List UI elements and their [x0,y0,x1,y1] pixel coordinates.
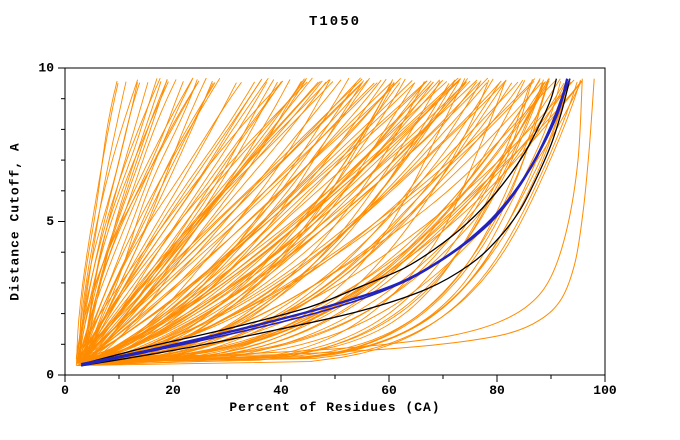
ensemble-curve [82,80,413,360]
ensemble-curve [76,81,578,367]
ensemble-curve [78,80,432,364]
y-tick-label: 0 [46,367,54,382]
ensemble-curve [84,81,162,361]
orange-outlier-right-curve [194,78,595,361]
ensemble-curve [80,83,450,361]
ensemble-curve [77,80,482,361]
ensemble-curve [84,77,313,364]
ensemble-curve [82,82,416,366]
ensemble-curve [80,82,481,363]
ensemble-curve [79,80,118,360]
ensemble-curve [76,82,119,359]
ensemble-curve [83,82,395,363]
blue-model-b-curve [81,78,571,367]
ensemble-curve [77,81,283,359]
x-tick-label: 80 [489,383,505,398]
ensemble-curve [77,79,444,364]
ensemble-curve [81,80,368,364]
ensemble-curve [79,81,425,362]
ensemble-curve [78,81,506,364]
ensemble-curve [76,78,363,362]
ensemble-curve [80,80,321,362]
ensemble-curve [81,79,557,363]
ensemble-curve [85,79,177,362]
ensemble-curve [80,79,198,365]
ensemble-curve [83,81,393,361]
ensemble-curve [82,79,382,363]
ensemble-curve [78,82,488,366]
x-tick-label: 40 [273,383,289,398]
ensemble-curve [83,82,216,362]
chart-title: T1050 [308,14,361,30]
ensemble-curve [78,82,543,363]
ensemble-curve [85,78,158,360]
ensemble-curve [79,81,169,362]
ensemble-curve [76,77,361,363]
ensemble-curve [75,77,194,360]
ensemble-curve [84,78,263,366]
ensemble-curve [81,77,459,360]
black-model-2-curve [81,78,571,367]
ensemble-curve [85,80,302,365]
x-tick-label: 100 [593,383,617,398]
ensemble-curve [81,80,284,360]
ensemble-curve [80,82,565,366]
ensemble-curve [84,78,494,362]
ensemble-curve [79,78,305,362]
black-model-1-curve [81,78,558,365]
ensemble-curve [84,79,456,364]
ensemble-curve [81,79,575,359]
ensemble-curve [82,78,469,361]
ensemble-curve [80,78,550,364]
x-tick-label: 20 [165,383,181,398]
ensemble-curve [79,81,282,361]
ensemble-curve [80,81,434,364]
ensemble-curve [79,79,441,361]
ensemble-curve [79,82,141,361]
ensemble-curve [84,81,434,362]
ensemble-curve [84,81,572,365]
ensemble-curve [81,78,550,364]
ensemble-curve [78,81,327,359]
ensemble-curve [77,79,139,361]
ensemble-curve [79,80,456,366]
ensemble-curve [75,78,161,366]
ensemble-curve [86,79,168,360]
ensemble-curve [83,82,544,360]
ensemble-curve [86,81,448,361]
ensemble-curve [79,80,399,364]
ensemble-curve [76,81,255,363]
ensemble-curve [83,81,562,363]
ensemble-curve [77,78,193,364]
x-tick-label: 60 [381,383,397,398]
ensemble-curve [82,79,544,363]
ensemble-curve [76,79,533,359]
y-tick-label: 10 [38,60,54,75]
ensemble-curve [84,82,545,365]
y-tick-label: 5 [46,214,54,229]
ensemble-curve [76,82,501,361]
ensemble-curve [79,77,370,363]
ensemble-curve [84,78,461,362]
ensemble-curve [83,82,467,362]
ensemble-curve [85,82,242,363]
ensemble-curve [77,82,416,360]
ensemble-curve [78,82,199,360]
ensemble-curve [77,80,526,363]
ensemble-curve [78,79,262,359]
x-axis-label: Percent of Residues (CA) [229,400,441,415]
orange-outlier-low-curve [81,78,583,365]
x-tick-label: 0 [61,383,69,398]
